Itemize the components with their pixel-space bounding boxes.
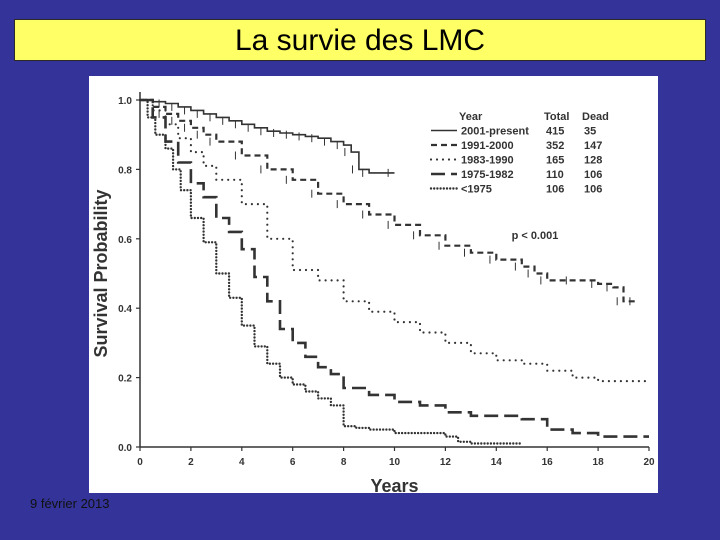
series-line-4 [138,98,523,445]
y-tick-label-5: 1.0 [118,96,132,107]
y-tick-label-3: 0.6 [118,235,132,246]
x-tick-label-9: 18 [593,457,605,468]
p-value-annotation: p < 0.001 [512,230,559,242]
y-axis-title: Survival Probability [91,189,111,357]
series-line-1 [140,98,637,303]
x-tick-label-2: 4 [239,457,245,468]
legend-header-total: Total [544,111,569,123]
title-bar: La survie des LMC [14,19,706,61]
x-tick-label-1: 2 [188,457,194,468]
x-tick-label-4: 8 [341,457,347,468]
x-axis-title: Years [370,476,418,493]
x-tick-label-7: 14 [491,457,503,468]
legend-total-2: 165 [546,155,564,167]
y-tick-label-2: 0.4 [118,304,132,315]
x-tick-label-5: 10 [389,457,401,468]
series-line-3 [140,98,649,438]
legend-series-name-1: 1991-2000 [461,140,514,152]
footer-date: 9 février 2013 [30,496,110,511]
slide-title: La survie des LMC [234,24,486,57]
legend-series-name-2: 1983-1990 [461,155,514,167]
y-tick-label-4: 0.8 [118,165,132,176]
y-tick-label-0: 0.0 [118,443,132,454]
legend-series-name-4: <1975 [461,184,492,196]
x-tick-label-8: 16 [542,457,554,468]
legend-total-0: 415 [546,126,564,138]
legend-total-3: 110 [546,169,564,181]
legend-dead-2: 128 [584,155,602,167]
y-tick-label-1: 0.2 [118,374,132,385]
x-tick-label-0: 0 [137,457,143,468]
x-tick-label-3: 6 [290,457,296,468]
legend-series-name-3: 1975-1982 [461,169,514,181]
legend-header-dead: Dead [582,111,609,123]
legend-total-1: 352 [546,140,564,152]
series-line-2 [138,98,651,383]
x-tick-label-10: 20 [643,457,655,468]
legend-dead-1: 147 [584,140,602,152]
legend-dead-0: 35 [584,126,596,138]
chart-panel: 0 2 4 6 8 10 12 14 16 18 20 0.0 0.2 0.4 0.6 0.8 1.0 Years… [89,76,658,493]
legend-dead-3: 106 [584,169,602,181]
legend-header-year: Year [459,111,483,123]
legend-total-4: 106 [546,184,564,196]
x-tick-label-6: 12 [440,457,452,468]
legend-series-name-0: 2001-present [461,126,529,138]
survival-chart: 0 2 4 6 8 10 12 14 16 18 20 0.0 0.2 0.4 0.6 0.8 1.0 Years… [91,92,655,493]
legend-dead-4: 106 [584,184,602,196]
